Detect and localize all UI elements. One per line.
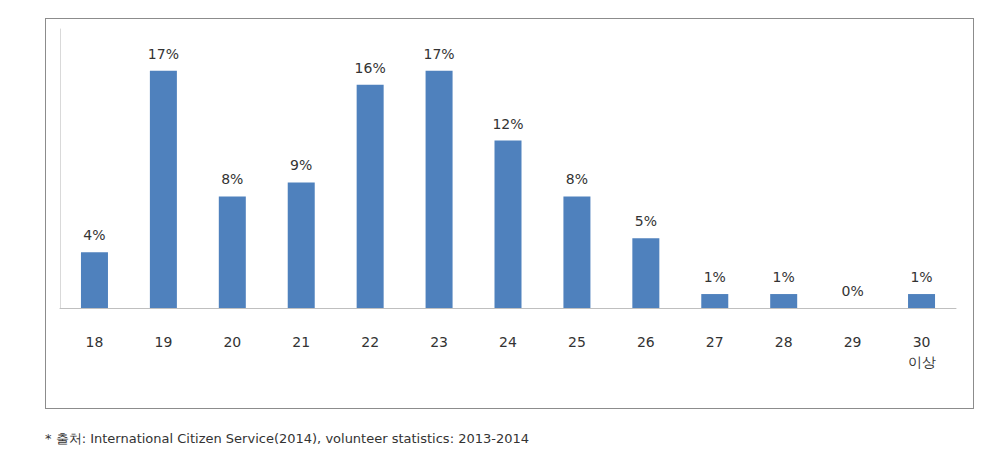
svg-text:1%: 1% — [704, 269, 726, 285]
svg-text:5%: 5% — [635, 213, 657, 229]
svg-text:26: 26 — [637, 334, 655, 350]
svg-text:29: 29 — [844, 334, 862, 350]
svg-text:19: 19 — [154, 334, 172, 350]
svg-text:1%: 1% — [773, 269, 795, 285]
svg-text:17%: 17% — [424, 46, 455, 62]
svg-text:8%: 8% — [566, 171, 588, 187]
svg-text:27: 27 — [706, 334, 724, 350]
svg-text:이상: 이상 — [908, 354, 936, 370]
svg-text:0%: 0% — [842, 283, 864, 299]
svg-text:18: 18 — [86, 334, 104, 350]
svg-text:9%: 9% — [290, 157, 312, 173]
svg-text:12%: 12% — [492, 116, 523, 132]
svg-text:30: 30 — [913, 334, 931, 350]
svg-text:21: 21 — [292, 334, 310, 350]
svg-text:25: 25 — [568, 334, 586, 350]
svg-text:28: 28 — [775, 334, 793, 350]
svg-text:20: 20 — [223, 334, 241, 350]
svg-text:22: 22 — [361, 334, 379, 350]
svg-text:1%: 1% — [910, 269, 932, 285]
svg-text:8%: 8% — [221, 171, 243, 187]
svg-text:23: 23 — [430, 334, 448, 350]
html-text:* 출처: International Citizen Se: * 출처: International Citizen Service(2014… — [45, 431, 529, 446]
svg-text:4%: 4% — [83, 227, 105, 243]
svg-text:24: 24 — [499, 334, 517, 350]
svg-text:17%: 17% — [148, 46, 179, 62]
svg-text:16%: 16% — [355, 60, 386, 76]
